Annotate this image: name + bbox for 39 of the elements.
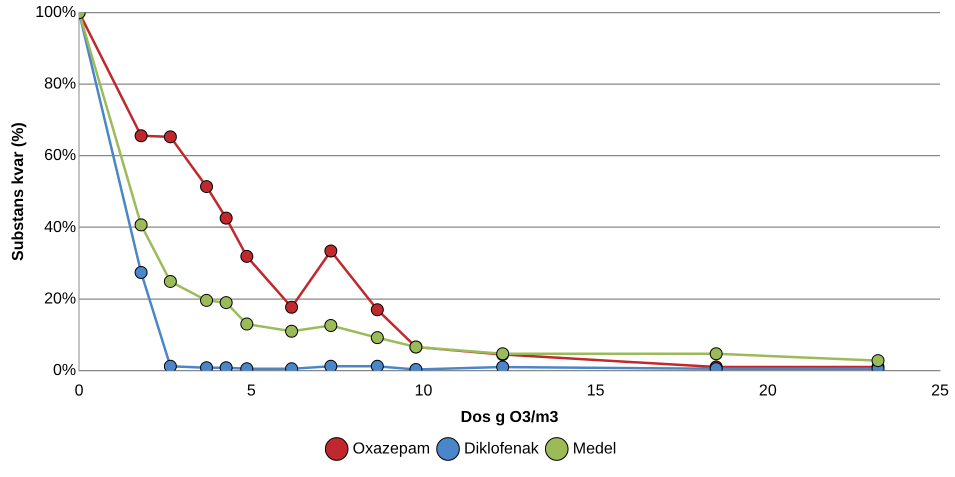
x-tick-label: 10 (414, 382, 432, 400)
point (200, 180, 214, 194)
point (240, 250, 254, 263)
x-tick-label: 25 (931, 382, 949, 400)
point (134, 218, 148, 232)
point (220, 212, 233, 225)
y-tick-label: 60% (44, 147, 76, 164)
x-axis-title: Dos g O3/m3 (460, 408, 559, 426)
point (285, 324, 298, 338)
point (370, 331, 384, 344)
y-tick-label: 100% (35, 4, 76, 22)
point (164, 360, 177, 371)
point (200, 294, 214, 307)
point (324, 318, 338, 332)
point (164, 130, 177, 144)
y-tick-label: 0% (52, 362, 76, 380)
x-tick-label: 20 (758, 382, 777, 400)
point (240, 318, 254, 331)
legend-label: Oxazepam (352, 440, 430, 458)
point (370, 303, 384, 316)
point (324, 360, 338, 371)
y-axis-title: Substans kvar (%) (10, 122, 28, 261)
legend-label: Medel (572, 440, 616, 458)
point (134, 266, 148, 280)
point (164, 274, 177, 288)
point (285, 300, 298, 314)
point (134, 129, 148, 142)
point (324, 244, 338, 258)
x-tick-label: 5 (246, 382, 256, 400)
y-tick-label: 80% (44, 76, 76, 93)
point (710, 347, 723, 360)
point (872, 354, 885, 368)
legend-label: Diklofenak (464, 440, 540, 458)
x-tick-label: 0 (74, 382, 84, 400)
y-tick-label: 20% (44, 290, 76, 308)
point (220, 296, 233, 310)
y-tick-label: 40% (44, 218, 76, 236)
x-tick-label: 15 (586, 382, 605, 400)
point (370, 360, 384, 371)
